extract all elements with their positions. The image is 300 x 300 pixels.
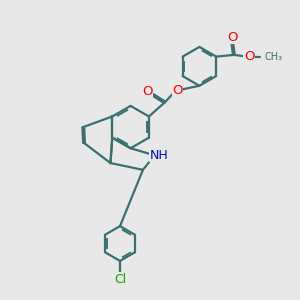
Text: O: O (142, 85, 152, 98)
Text: CH₃: CH₃ (264, 52, 282, 61)
Text: NH: NH (149, 149, 168, 162)
Text: Cl: Cl (114, 273, 126, 286)
Text: O: O (227, 31, 237, 44)
Text: O: O (172, 84, 183, 97)
Text: O: O (244, 50, 254, 63)
